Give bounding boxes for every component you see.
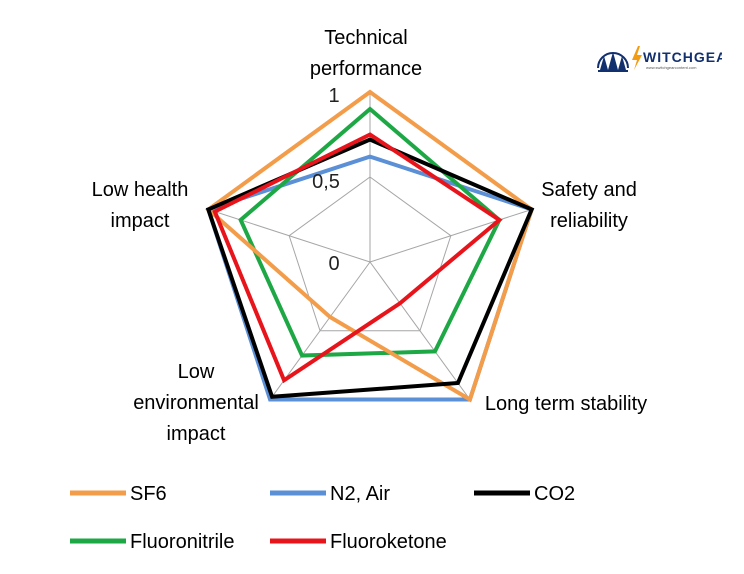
tick-label: 1 [328, 85, 339, 107]
axis-label: Long term stability [485, 393, 647, 415]
legend-label: N2, Air [330, 483, 390, 505]
chart-axis-labels: Technical performance Safety and reliabilit… [92, 27, 648, 445]
axis-label: Low health impact [92, 179, 189, 232]
axis-label-line: impact [111, 210, 170, 232]
series-line [212, 132, 503, 384]
grid-ring [288, 176, 452, 332]
series-line [238, 106, 502, 358]
legend-label: Fluoroketone [330, 531, 447, 553]
axis-label: Safety and reliability [541, 179, 637, 232]
axis-spoke [369, 208, 532, 263]
axis-label-line: Long term stability [485, 393, 647, 415]
axis-label: Low environmental impact [133, 361, 259, 445]
legend-label: Fluoronitrile [130, 531, 234, 553]
tick-label: 0,5 [312, 171, 340, 193]
axis-label-line: environmental [133, 392, 259, 414]
axis-label-line: performance [310, 58, 422, 80]
logo-text: WITCHGEAR [643, 49, 722, 65]
switchgear-logo: WITCHGEAR www.switchgearcontent.com [597, 46, 722, 72]
logo-emblem-icon [597, 52, 629, 72]
axis-label-line: Technical [324, 27, 407, 49]
series-line [205, 137, 535, 399]
lightning-bolt-icon [632, 46, 642, 70]
chart-legend: SF6 N2, Air CO2 Fluoronitrile Fluoroketone [70, 483, 575, 553]
chart-series [205, 89, 535, 403]
legend-label: CO2 [534, 483, 575, 505]
axis-label-line: reliability [550, 210, 628, 232]
tick-label: 0 [328, 253, 339, 275]
logo-subtext: www.switchgearcontent.com [646, 65, 697, 70]
axis-spoke [369, 261, 471, 400]
axis-label-line: Low health [92, 179, 189, 201]
legend-label: SF6 [130, 483, 167, 505]
axis-label-line: impact [167, 423, 226, 445]
axis-label-line: Safety and [541, 179, 637, 201]
chart-ticks: 00,51 [312, 85, 340, 275]
axis-spoke [208, 208, 371, 263]
axis-label: Technical performance [310, 27, 422, 80]
axis-label-line: Low [178, 361, 215, 383]
series-line [205, 89, 535, 403]
